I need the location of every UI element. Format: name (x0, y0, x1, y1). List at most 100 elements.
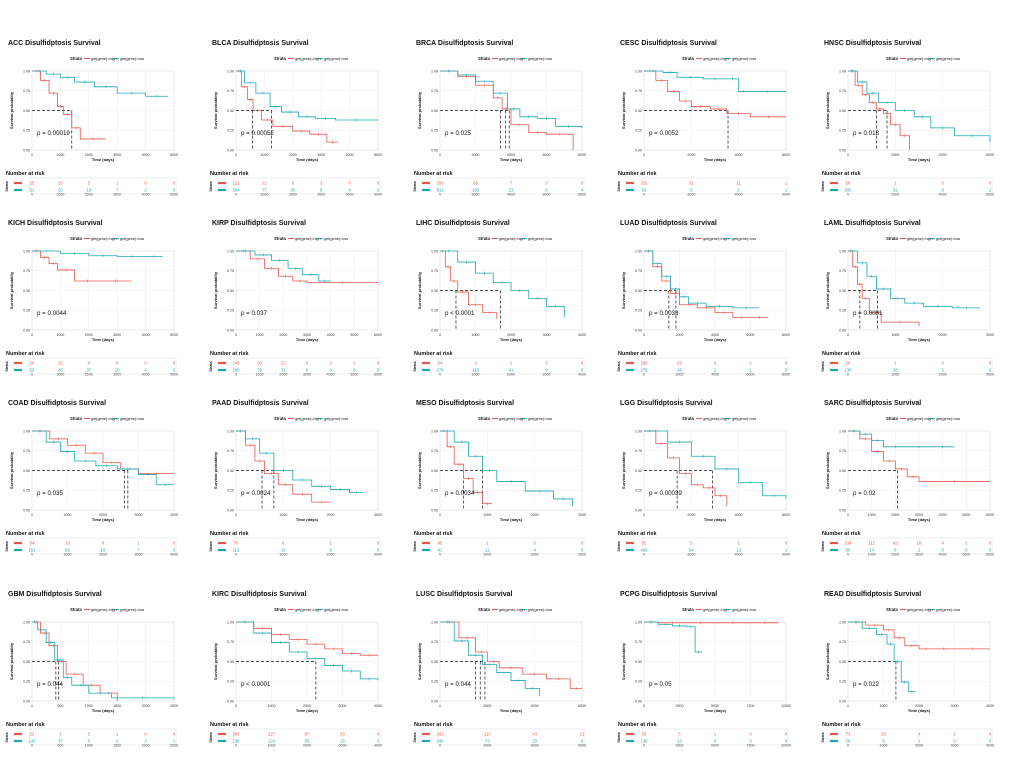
risk-high-value: 0 (173, 731, 176, 736)
risk-strata-label: Strata (821, 360, 825, 371)
risk-low-value: 9 (306, 367, 309, 372)
x-tick-label: 2000 (891, 153, 899, 157)
risk-high-value: 8 (88, 360, 91, 365)
p-value: p = 0.037 (241, 310, 268, 317)
km-panel-4: HNSC Disulfidptosis Survival Strata get(ge… (816, 0, 1020, 197)
risk-high-value: 45 (438, 540, 443, 545)
risk-x-tick-label: 2000 (472, 193, 480, 197)
risk-low-value: 19 (86, 187, 91, 192)
legend-high-label: get(gene)=high (907, 417, 933, 421)
risk-high-value: 23 (281, 360, 286, 365)
x-tick-label: 2000 (687, 153, 695, 157)
risk-high-value: 73 (846, 731, 851, 736)
risk-low-value: 79 (257, 367, 262, 372)
y-tick-label: 0.00 (227, 508, 234, 512)
risk-high-value: 0 (785, 540, 788, 545)
risk-x-tick-label: 0 (643, 373, 645, 377)
y-axis-label: Survival probability (825, 271, 830, 309)
legend-title: Strata (682, 236, 695, 241)
risk-high-value: 0 (533, 540, 536, 545)
risk-low-value: 55 (305, 738, 310, 743)
risk-low-value: 911 (437, 187, 444, 192)
y-tick-label: 0.00 (635, 699, 642, 703)
x-axis-label: Time (days) (500, 337, 523, 342)
risk-x-tick-label: 3000 (113, 193, 121, 197)
chart-title: BLCA Disulfidptosis Survival (212, 40, 309, 47)
risk-strata-label: Strata (617, 180, 621, 191)
risk-low-value: 5 (329, 547, 332, 552)
risk-low-value: 1 (785, 187, 788, 192)
risk-low-value: 2 (714, 367, 717, 372)
risk-high-value: 69 (473, 180, 478, 185)
legend: Strata get(gene)=high get(gene)=low (70, 607, 144, 612)
x-axis-label: Time (days) (296, 517, 319, 522)
risk-high-value: 13 (58, 180, 63, 185)
risk-low-value: 4 (533, 547, 536, 552)
risk-low-value: 143 (29, 738, 37, 743)
x-tick-label: 3000 (113, 153, 121, 157)
x-tick-label: 2000 (85, 333, 93, 337)
km-chart-svg: Strata get(gene)=high get(gene)=low 0 0 234 30… (821, 416, 994, 557)
risk-high-value: 4 (941, 540, 944, 545)
x-tick-label: 4000 (374, 704, 382, 708)
y-tick-label: 0.50 (431, 289, 438, 293)
risk-high-value: 121 (233, 180, 241, 185)
y-axis-label: Survival probability (9, 642, 14, 680)
risk-low-value: 30 (846, 547, 851, 552)
x-tick-label: 4000 (986, 704, 994, 708)
x-axis-label: Time (days) (908, 157, 931, 162)
risk-x-tick-label: 3000 (113, 373, 121, 377)
x-tick-label: 2000 (531, 513, 539, 517)
y-tick-label: 0.00 (227, 328, 234, 332)
risk-x-tick-label: 0 (643, 744, 645, 748)
risk-low-value: 130 (641, 738, 649, 743)
y-tick-label: 0.00 (227, 699, 234, 703)
risk-high-value: 0 (545, 360, 548, 365)
x-tick-label: 2000 (915, 704, 923, 708)
risk-high-value: 0 (173, 360, 176, 365)
chart-title: KIRC Disulfidptosis Survival (212, 591, 307, 598)
risk-high-value: 43 (532, 731, 537, 736)
risk-strata-label: Strata (617, 360, 621, 371)
y-tick-label: 0.75 (431, 269, 438, 273)
risk-low-value: 136 (845, 367, 853, 372)
risk-x-tick-label: 3000 (578, 553, 586, 557)
km-panel-15: GBM Disulfidptosis Survival Strata get(gen… (0, 551, 204, 748)
y-tick-label: 1.00 (635, 620, 642, 624)
risk-table-title: Number at risk (6, 171, 45, 177)
y-tick-label: 1.00 (839, 69, 846, 73)
legend-high-label: get(gene)=high (295, 417, 321, 421)
risk-high-value: 11 (736, 180, 741, 185)
legend-high-label: get(gene)=high (499, 417, 525, 421)
x-tick-label: 0 (643, 153, 645, 157)
risk-x-tick-label: 5000 (711, 744, 719, 748)
y-tick-label: 0.00 (839, 508, 846, 512)
y-axis-label: Survival probability (417, 642, 422, 680)
x-tick-label: 6000 (986, 513, 994, 517)
risk-x-tick-label: 2000 (85, 373, 93, 377)
p-value: p = 0.0033 (649, 310, 679, 317)
km-curve-high (644, 430, 728, 507)
risk-low-value: 0 (329, 367, 332, 372)
risk-low-value: 54 (689, 547, 694, 552)
risk-x-tick-label: 10000 (781, 744, 791, 748)
risk-low-value: 0 (377, 547, 380, 552)
chart-title: READ Disulfidptosis Survival (824, 591, 922, 598)
risk-low-value: 14 (869, 547, 874, 552)
legend: Strata get(gene)=high get(gene)=low (478, 56, 552, 61)
x-tick-label: 4000 (507, 153, 515, 157)
risk-high-value: 0 (581, 540, 584, 545)
risk-x-tick-label: 4000 (170, 553, 178, 557)
risk-high-value: 0 (785, 731, 788, 736)
risk-high-value: 1 (329, 540, 332, 545)
risk-strata-label: Strata (413, 360, 417, 371)
y-tick-label: 0.25 (431, 129, 438, 133)
risk-high-value: 4 (918, 731, 921, 736)
legend-high-label: get(gene)=high (907, 608, 933, 612)
km-chart-svg: Strata get(gene)=high get(gene)=low 0 0 25 51 1… (5, 56, 178, 197)
risk-low-value: 6 (88, 738, 91, 743)
risk-low-value: 31 (281, 367, 286, 372)
x-tick-label: 1500 (113, 704, 121, 708)
legend-high-label: get(gene)=high (295, 608, 321, 612)
x-tick-label: 5000 (962, 513, 970, 517)
